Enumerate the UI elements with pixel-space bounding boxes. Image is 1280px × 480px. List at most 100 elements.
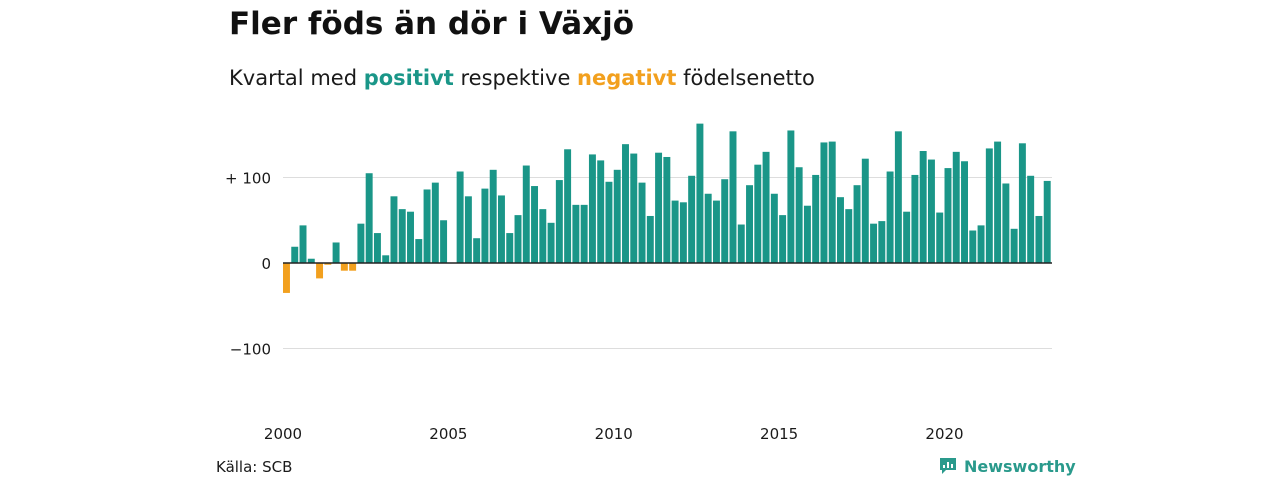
bar — [754, 164, 762, 264]
bar — [704, 193, 712, 263]
bar — [795, 167, 803, 263]
bar — [423, 189, 431, 263]
bar — [861, 158, 869, 263]
y-tick-label: 0 — [261, 255, 271, 273]
bar — [1002, 183, 1010, 264]
bar — [630, 153, 638, 263]
bar — [407, 211, 414, 263]
bar — [828, 141, 836, 263]
subtitle-negative-label: negativt — [577, 66, 677, 90]
bar — [837, 197, 844, 263]
bar — [787, 130, 795, 263]
x-tick-label: 2020 — [925, 425, 963, 443]
y-tick-labels: + 100 0 −100 — [225, 170, 271, 359]
subtitle-positive-label: positivt — [363, 66, 454, 90]
bar — [506, 233, 514, 263]
bar — [539, 209, 547, 263]
bar — [779, 215, 787, 263]
bar — [357, 223, 365, 263]
bar — [307, 258, 315, 264]
bar — [671, 200, 679, 263]
bar — [712, 200, 720, 263]
bar — [770, 193, 778, 263]
chart-title: Fler föds än dör i Växjö — [229, 6, 635, 42]
bar — [564, 149, 572, 263]
bar — [737, 224, 745, 264]
bar — [390, 196, 398, 263]
bar — [522, 165, 530, 263]
bar — [952, 151, 960, 263]
bar — [1018, 143, 1026, 263]
bar — [597, 160, 605, 263]
bar — [746, 185, 753, 263]
bar — [696, 123, 704, 263]
bar — [580, 204, 588, 263]
bar — [919, 151, 927, 263]
bar — [961, 161, 968, 263]
bar — [762, 151, 770, 263]
bar — [316, 263, 324, 279]
brand-name: Newsworthy — [964, 456, 1076, 476]
bar — [820, 142, 828, 263]
source-label: Källa: SCB — [216, 458, 293, 476]
bar — [299, 225, 307, 263]
bar — [373, 233, 381, 263]
bar — [431, 182, 439, 263]
bar — [638, 182, 646, 263]
bar — [977, 225, 985, 263]
bar — [613, 169, 621, 263]
bar — [622, 144, 629, 263]
bar — [324, 263, 332, 265]
bar — [382, 255, 390, 264]
bar — [878, 221, 886, 263]
bar — [283, 263, 290, 293]
subtitle-suffix: födelsenetto — [676, 66, 815, 90]
x-tick-label: 2010 — [595, 425, 633, 443]
bar — [605, 181, 613, 263]
subtitle-middle: respektive — [453, 66, 578, 90]
bar — [349, 263, 357, 271]
bar — [936, 212, 944, 264]
bar — [803, 205, 811, 263]
bar — [663, 156, 671, 263]
bar — [291, 246, 299, 263]
subtitle-prefix: Kvartal med — [229, 66, 364, 90]
bar — [1035, 215, 1043, 263]
bar — [994, 141, 1002, 263]
bar — [894, 131, 902, 263]
bar — [853, 185, 861, 263]
bar — [1010, 228, 1018, 263]
newsworthy-logo-icon — [940, 458, 956, 474]
bar — [845, 209, 853, 263]
y-tick-label: −100 — [230, 341, 271, 359]
y-tick-label: + 100 — [225, 170, 271, 188]
bar — [514, 215, 522, 263]
bar — [646, 215, 654, 263]
bar — [340, 263, 348, 271]
bar — [812, 174, 820, 263]
bar — [721, 179, 729, 263]
bar — [497, 195, 505, 263]
bars — [283, 123, 1052, 293]
chart-subtitle: Kvartal med positivt respektive negativt… — [229, 66, 815, 90]
bar — [572, 204, 580, 263]
bar — [927, 159, 935, 263]
bar — [886, 171, 894, 263]
bar — [398, 209, 406, 263]
bar — [332, 242, 340, 263]
bar — [588, 154, 596, 263]
bar — [456, 171, 464, 263]
bar — [903, 211, 911, 263]
x-tick-label: 2005 — [429, 425, 467, 443]
bar — [985, 148, 993, 263]
x-tick-labels: 2000 2005 2010 2015 2020 — [264, 425, 964, 443]
bar — [729, 131, 737, 263]
bar — [464, 196, 472, 263]
bar — [679, 202, 687, 263]
newsworthy-logo: Newsworthy — [938, 456, 1076, 476]
bar — [531, 186, 539, 263]
bar — [688, 175, 696, 263]
bar — [911, 174, 919, 263]
bar — [489, 169, 497, 263]
